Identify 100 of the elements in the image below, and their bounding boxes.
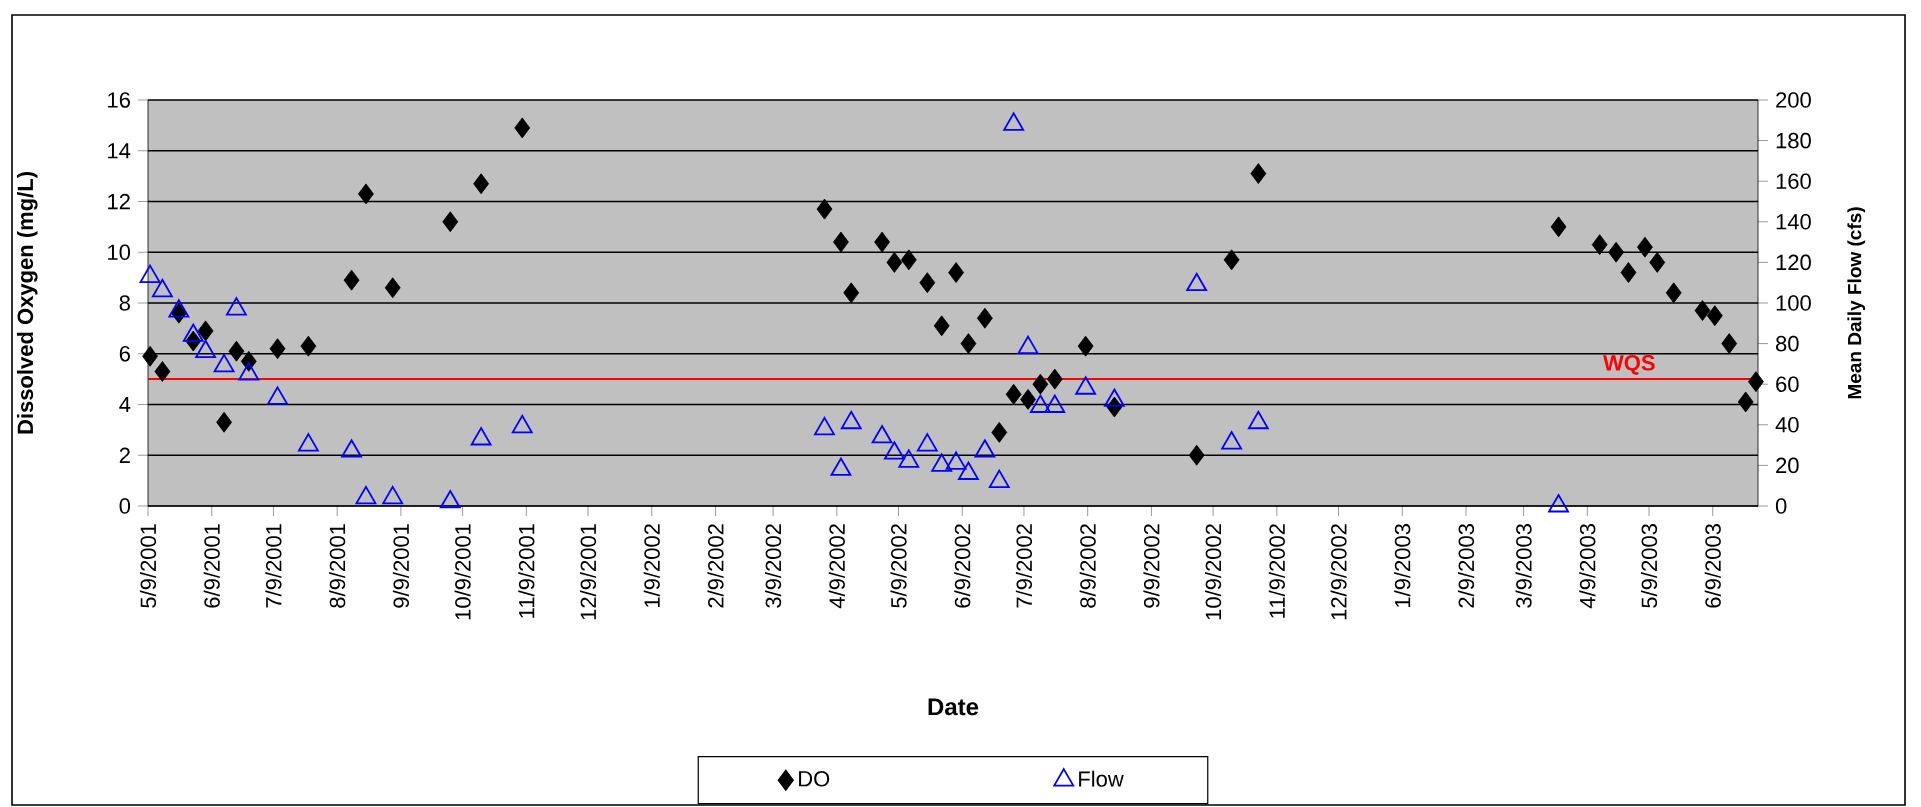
point [1608, 241, 1625, 263]
point [1029, 394, 1051, 413]
point [974, 439, 996, 458]
y-axis-title: Dissolved Oxygen (mg/L) [16, 172, 38, 434]
point [886, 251, 903, 273]
point [948, 262, 964, 283]
y-tick-label: 12 [108, 193, 130, 210]
y2-tick-label: 100 [1776, 295, 1811, 311]
point [1077, 335, 1094, 357]
point [1017, 335, 1039, 355]
point [1046, 368, 1063, 390]
point [473, 173, 490, 195]
point [1221, 431, 1243, 450]
point [139, 264, 161, 283]
point [213, 354, 235, 373]
y-tick-label: 4 [119, 396, 131, 413]
y-tick-label: 10 [108, 244, 131, 261]
x-tick-label: 6/9/2002 [954, 524, 971, 608]
point [514, 117, 531, 139]
point [840, 410, 862, 430]
x-tick-label: 7/9/2001 [265, 524, 282, 608]
x-tick-label: 4/9/2003 [1579, 524, 1596, 609]
legend-label: DO [799, 771, 830, 787]
x-tick-label: 1/9/2002 [643, 524, 660, 608]
y-tick-label: 14 [108, 143, 131, 159]
x-tick-label: 5/9/2001 [139, 524, 157, 608]
x-tick-label: 6/9/2003 [1704, 524, 1721, 608]
x-tick-label: 2/9/2002 [707, 524, 724, 608]
point [991, 422, 1008, 443]
legend-label: Flow [1079, 770, 1124, 787]
x-tick-label: 9/9/2001 [392, 524, 410, 608]
point [916, 433, 938, 452]
point [1044, 394, 1066, 413]
x-tick-label: 6/9/2001 [203, 524, 220, 608]
point [151, 278, 173, 298]
x-tick-label: 3/9/2003 [1515, 524, 1532, 608]
point [195, 339, 217, 359]
point [1665, 282, 1682, 304]
point [226, 297, 247, 316]
y-tick-label: 8 [119, 295, 130, 311]
y-tick-label: 6 [119, 345, 130, 362]
point [442, 211, 459, 233]
x-tick-label: 11/9/2002 [1268, 524, 1285, 618]
point [900, 249, 917, 271]
point [470, 427, 492, 446]
y2-tick-label: 40 [1775, 417, 1799, 433]
point [883, 441, 905, 460]
point [988, 469, 1010, 489]
x-tick-label: 7/9/2002 [1015, 524, 1033, 608]
point [843, 282, 860, 304]
point [1020, 389, 1036, 410]
point [1186, 272, 1208, 292]
point [168, 299, 190, 318]
point [814, 416, 835, 436]
point [511, 414, 533, 434]
y-tick-label: 0 [119, 498, 131, 514]
point [182, 323, 204, 342]
point [358, 183, 374, 205]
ref-line-label: WQS [1603, 355, 1655, 375]
x-tick-label: 10/9/2001 [454, 524, 471, 620]
x-tick-label: 12/9/2002 [1330, 524, 1347, 620]
point [945, 451, 967, 470]
x-tick-label: 5/9/2003 [1640, 524, 1658, 608]
point [384, 277, 401, 299]
point [931, 453, 953, 472]
point [1247, 410, 1269, 430]
point [269, 338, 286, 360]
point [830, 457, 852, 476]
x-tick-label: 3/9/2002 [765, 524, 782, 608]
point [1250, 163, 1267, 184]
point [958, 461, 979, 480]
point [1103, 388, 1125, 407]
x-tick-label: 8/9/2002 [1079, 524, 1096, 608]
point [833, 231, 849, 253]
point [238, 362, 260, 381]
point [382, 485, 404, 505]
point [960, 333, 977, 354]
y2-tick-label: 20 [1776, 457, 1799, 474]
y2-tick-label: 80 [1776, 335, 1799, 352]
point [300, 335, 317, 357]
point [1005, 383, 1022, 405]
point [341, 439, 362, 458]
point [1721, 333, 1738, 354]
point [439, 490, 461, 509]
point [898, 449, 920, 468]
point [1637, 236, 1653, 258]
point [976, 307, 993, 329]
point [919, 272, 936, 294]
point [1548, 494, 1569, 513]
y2-tick-label: 140 [1776, 214, 1811, 230]
y2-tick-label: 60 [1776, 376, 1799, 392]
y-tick-label: 2 [119, 447, 130, 463]
point [874, 231, 890, 253]
y2-tick-label: 0 [1775, 498, 1787, 514]
point [1223, 249, 1240, 271]
point [154, 361, 171, 382]
point [1620, 262, 1637, 283]
point [343, 269, 360, 291]
point [1694, 300, 1711, 321]
x-tick-label: 9/9/2002 [1143, 524, 1160, 608]
